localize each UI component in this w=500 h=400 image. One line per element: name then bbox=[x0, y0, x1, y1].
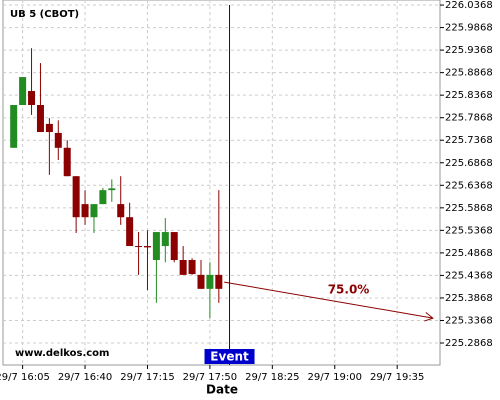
watermark: www.delkos.com bbox=[15, 348, 109, 359]
candle-body bbox=[72, 176, 80, 218]
candle-body bbox=[197, 274, 205, 289]
candle-body bbox=[135, 246, 143, 248]
candle-body bbox=[143, 246, 151, 248]
candle-body bbox=[10, 104, 18, 148]
chart-title: UB 5 (CBOT) bbox=[10, 9, 79, 20]
y-tick-label: 225.7868 bbox=[445, 113, 493, 124]
projection-label: 75.0% bbox=[328, 283, 370, 297]
y-tick-label: 225.3368 bbox=[445, 315, 493, 326]
y-tick-label: 225.5868 bbox=[445, 203, 493, 214]
arrow-head bbox=[424, 312, 434, 322]
x-tick-label: 29/7 16:05 bbox=[0, 372, 50, 383]
candle-body bbox=[108, 188, 116, 191]
event-label: Event bbox=[210, 350, 249, 364]
candle-body bbox=[206, 274, 214, 289]
candle-body bbox=[117, 204, 125, 218]
x-tick-label: 29/7 17:15 bbox=[120, 372, 174, 383]
y-tick-label: 225.6868 bbox=[445, 158, 493, 169]
x-tick-label: 29/7 16:40 bbox=[58, 372, 112, 383]
y-tick-label: 225.2868 bbox=[445, 338, 493, 349]
candle-body bbox=[81, 204, 89, 218]
y-tick-label: 225.4868 bbox=[445, 248, 493, 259]
candle-body bbox=[90, 204, 98, 218]
candle-body bbox=[126, 217, 134, 247]
x-axis-label: Date bbox=[206, 383, 238, 397]
candle-body bbox=[215, 274, 223, 289]
candle-body bbox=[170, 232, 178, 261]
y-tick-label: 225.9868 bbox=[445, 23, 493, 34]
y-tick-label: 225.9368 bbox=[445, 45, 493, 56]
x-tick-label: 29/7 17:50 bbox=[183, 372, 237, 383]
projection-arrow bbox=[224, 281, 433, 319]
candle-body bbox=[152, 232, 160, 261]
y-tick-label: 225.3868 bbox=[445, 293, 493, 304]
candle-body bbox=[161, 232, 169, 247]
candle-body bbox=[45, 123, 53, 133]
candle-body bbox=[54, 132, 62, 148]
y-tick-label: 225.8368 bbox=[445, 90, 493, 101]
y-tick-label: 226.0368 bbox=[445, 0, 493, 11]
event-box bbox=[204, 349, 255, 364]
x-tick-label: 29/7 18:25 bbox=[245, 372, 299, 383]
candle-body bbox=[63, 147, 71, 177]
candle-body bbox=[179, 260, 187, 275]
y-tick-label: 225.8868 bbox=[445, 68, 493, 79]
candle-body bbox=[19, 77, 27, 105]
y-tick-label: 225.6368 bbox=[445, 180, 493, 191]
candle-body bbox=[188, 260, 196, 274]
candle-body bbox=[36, 104, 44, 133]
candle-body bbox=[28, 91, 36, 105]
x-tick-label: 29/7 19:35 bbox=[370, 372, 424, 383]
x-tick-label: 29/7 19:00 bbox=[308, 372, 362, 383]
plot-area bbox=[2, 0, 441, 366]
y-tick-label: 225.7368 bbox=[445, 135, 493, 146]
y-tick-label: 225.4368 bbox=[445, 270, 493, 281]
y-tick-label: 225.5368 bbox=[445, 225, 493, 236]
candle-body bbox=[99, 190, 107, 205]
